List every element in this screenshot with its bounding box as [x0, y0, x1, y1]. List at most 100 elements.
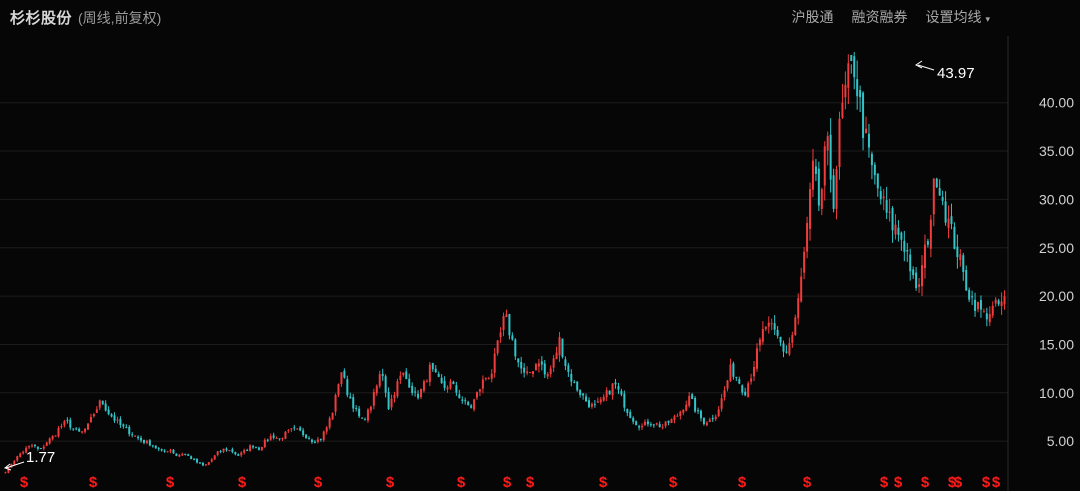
candle-body: [178, 454, 181, 457]
event-marker: $: [166, 474, 175, 491]
candle-body: [906, 250, 909, 252]
candle-body: [140, 437, 143, 441]
candle-body: [493, 353, 496, 373]
candle-body: [452, 381, 455, 385]
candle-body: [932, 178, 935, 215]
candle-body: [92, 414, 95, 417]
candle-body: [490, 373, 493, 379]
candle-body: [788, 343, 791, 355]
candle-body: [534, 364, 537, 371]
candle-body: [953, 226, 956, 249]
candle-body: [66, 419, 69, 421]
candle-body: [641, 425, 644, 428]
event-marker: $: [880, 474, 889, 491]
event-marker: $: [89, 474, 98, 491]
candle-body: [944, 201, 947, 223]
candle-body: [723, 390, 726, 398]
candle-body: [319, 438, 322, 440]
candle-body: [222, 448, 225, 452]
candle-body: [894, 224, 897, 235]
hk-connect-link[interactable]: 沪股通: [791, 9, 834, 25]
margin-trading-link[interactable]: 融资融券: [851, 9, 908, 25]
ma-settings-dropdown[interactable]: 设置均线 ▾: [925, 7, 990, 27]
event-marker: $: [669, 474, 678, 491]
stock-name[interactable]: 杉杉股份: [10, 9, 73, 27]
candle-body: [446, 387, 449, 390]
candle-body: [284, 431, 287, 439]
candle-body: [98, 400, 101, 408]
candle-body: [809, 189, 812, 229]
candle-body: [764, 326, 767, 330]
candle-body: [7, 467, 10, 473]
candle-body: [773, 323, 776, 330]
candle-body: [670, 419, 673, 424]
candle-body: [478, 389, 481, 392]
candle-body: [396, 381, 399, 397]
candle-body: [735, 376, 738, 378]
candle-body: [876, 173, 879, 189]
candle-body: [213, 455, 216, 460]
candle-body: [682, 410, 685, 413]
candle-body: [163, 450, 166, 452]
candle-body: [204, 464, 207, 466]
candle-body: [962, 255, 965, 273]
candle-body: [487, 378, 490, 380]
candle-body: [667, 420, 670, 423]
candle-body: [561, 338, 564, 358]
title-group: 杉杉股份 (周线,前复权): [0, 7, 161, 28]
candle-body: [198, 462, 201, 464]
candle-body: [172, 449, 175, 454]
candle-body: [797, 298, 800, 319]
candle-body: [131, 434, 134, 436]
candle-body: [154, 445, 157, 449]
candle-body: [767, 322, 770, 327]
candle-body: [959, 254, 962, 261]
candle-body: [89, 416, 92, 423]
candle-body: [514, 339, 517, 357]
event-marker: $: [738, 474, 747, 491]
candle-body: [428, 364, 431, 382]
event-marker: $: [803, 474, 812, 491]
candle-body: [101, 400, 104, 405]
candle-body: [608, 390, 611, 395]
candle-body: [888, 211, 891, 213]
candle-body: [856, 79, 859, 97]
candle-body: [750, 378, 753, 382]
candle-body: [496, 340, 499, 354]
candle-body: [137, 436, 140, 439]
candle-body: [699, 410, 702, 419]
candle-body: [308, 438, 311, 440]
candle-body: [269, 436, 272, 440]
candle-body: [891, 208, 894, 231]
candle-body: [596, 401, 599, 403]
candle-body: [623, 393, 626, 408]
candle-body: [918, 284, 921, 287]
price-tick-label: 5.00: [1047, 433, 1074, 449]
candle-body: [393, 394, 396, 399]
candle-body: [207, 462, 210, 465]
candle-body: [508, 313, 511, 336]
chart-toolbar: 沪股通 融资融券 设置均线 ▾: [791, 7, 1080, 27]
candle-body: [296, 428, 299, 430]
candle-body: [234, 452, 237, 455]
candle-body: [310, 439, 313, 443]
candle-body: [829, 134, 832, 180]
candle-body: [573, 381, 576, 383]
event-marker: $: [386, 474, 395, 491]
candle-body: [216, 451, 219, 456]
candle-body: [697, 410, 700, 412]
candle-body: [219, 450, 222, 452]
candle-body: [1000, 301, 1003, 306]
candle-body: [968, 289, 971, 300]
candle-body: [717, 409, 720, 417]
candle-body: [602, 396, 605, 401]
candle-body: [4, 472, 7, 474]
candle-body: [473, 399, 476, 410]
candle-body: [691, 394, 694, 399]
event-marker: $: [948, 474, 957, 491]
candle-body: [761, 329, 764, 342]
low-arrow-head: [3, 463, 12, 471]
candle-body: [142, 440, 145, 443]
candle-body: [676, 415, 679, 417]
